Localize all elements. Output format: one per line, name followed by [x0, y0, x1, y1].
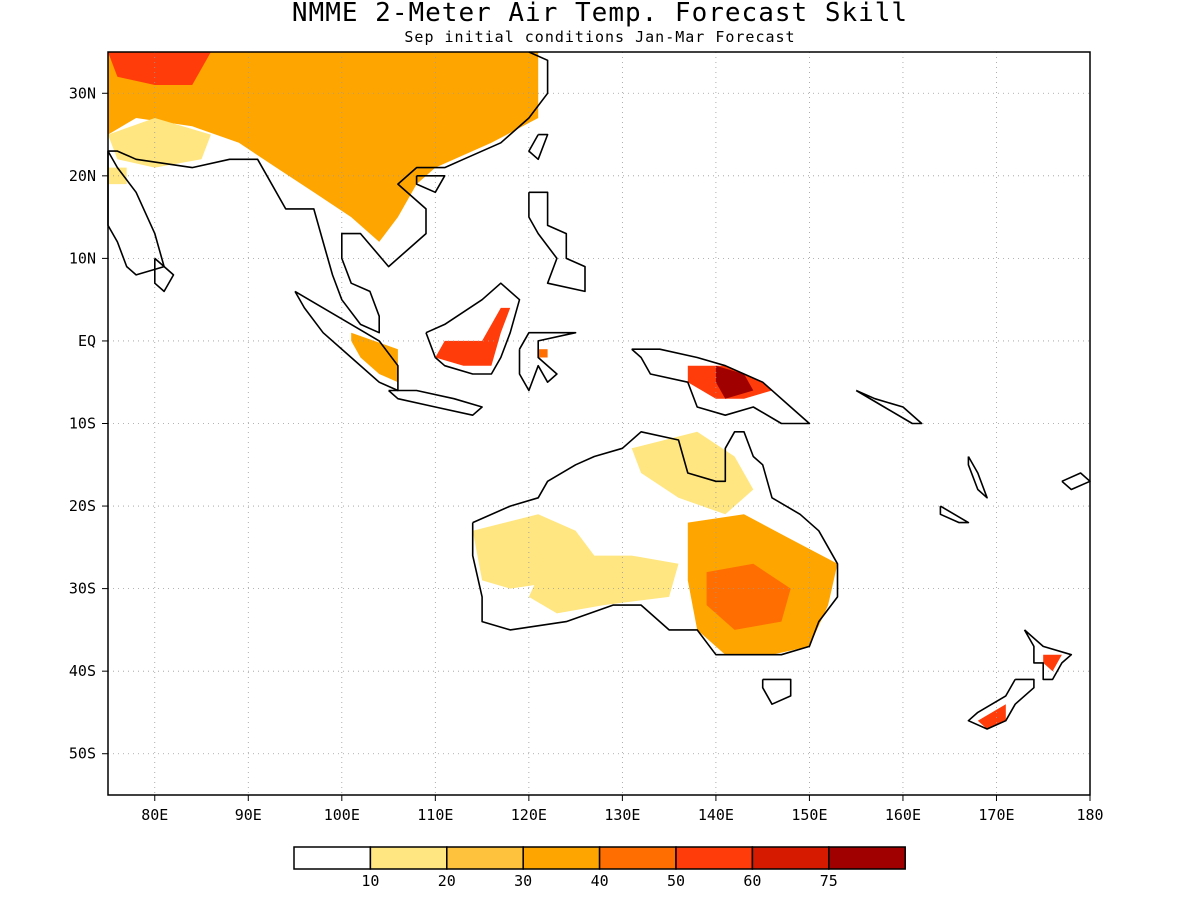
coastline-vanuatu: [967, 456, 988, 499]
lon-label: 120E: [511, 806, 547, 824]
lat-label: 40S: [69, 662, 96, 680]
legend-swatch: [675, 846, 754, 870]
skill-region-nz-south: [977, 704, 1006, 729]
lat-label: 50S: [69, 745, 96, 763]
legend-label: 20: [438, 872, 456, 890]
legend-swatch: [598, 846, 677, 870]
coastline-tasmania: [761, 678, 792, 706]
coastline-asia-south-coast: [107, 51, 549, 334]
map-title: NMME 2-Meter Air Temp. Forecast Skill: [291, 0, 909, 28]
color-legend: 10 20 30 40 50 60 75: [293, 846, 906, 890]
coastline-taiwan: [528, 133, 549, 161]
skill-region-new-guinea-core: [715, 365, 754, 399]
legend-swatch: [369, 846, 448, 870]
lon-label: 110E: [417, 806, 453, 824]
legend-label: 30: [514, 872, 532, 890]
lon-label: 180: [1076, 806, 1103, 824]
legend-swatch: [293, 846, 372, 870]
lon-label: 130E: [604, 806, 640, 824]
lon-label: 150E: [791, 806, 827, 824]
legend-label: 40: [591, 872, 609, 890]
coastline-borneo: [425, 282, 521, 375]
lat-label: 30S: [69, 580, 96, 598]
legend-swatch: [828, 846, 906, 870]
coastline-nz-south-island: [967, 678, 1035, 730]
coastline-hainan: [415, 175, 446, 194]
lat-label: 30N: [69, 84, 96, 102]
lon-label: 170E: [978, 806, 1014, 824]
coastline-nz-north-island: [1023, 629, 1073, 681]
legend-swatch: [522, 846, 601, 870]
coastline-sulawesi: [518, 331, 577, 392]
lat-label: 10N: [69, 249, 96, 267]
skill-region-india-west: [108, 167, 127, 185]
skill-region-tibet-core: [108, 52, 211, 85]
skill-region-nz-north: [1043, 654, 1062, 672]
skill-region-sulawesi: [538, 349, 548, 358]
longitude-labels: 80E 90E 100E 110E 120E 130E 140E 150E 160E 170E 18…: [141, 795, 1104, 824]
legend-label: 75: [820, 872, 838, 890]
lon-label: 160E: [885, 806, 921, 824]
skill-region-aus-north: [631, 431, 754, 515]
coastline-australia: [471, 430, 839, 656]
legend-label: 60: [743, 872, 761, 890]
lat-label: 20N: [69, 167, 96, 185]
lat-label: EQ: [78, 332, 96, 350]
legend-label: 50: [667, 872, 685, 890]
lon-label: 140E: [698, 806, 734, 824]
coastline-new-guinea: [631, 348, 811, 425]
latitude-labels: 30N 20N 10N EQ 10S 20S 30S 40S 50S: [69, 84, 108, 763]
map-subtitle: Sep initial conditions Jan-Mar Forecast: [404, 28, 796, 46]
coastline-sri-lanka: [154, 257, 175, 293]
skill-region-asia-north: [108, 52, 539, 242]
legend-swatch: [751, 846, 830, 870]
skill-regions: [108, 52, 1062, 729]
skill-region-borneo: [435, 307, 511, 366]
grid-lines: [108, 52, 1090, 795]
lon-label: 100E: [324, 806, 360, 824]
skill-region-aus-east-core: [706, 563, 791, 630]
skill-region-aus-central: [528, 555, 679, 614]
lon-label: 80E: [141, 806, 168, 824]
coastline-java: [388, 389, 483, 417]
legend-swatch: [446, 846, 524, 870]
skill-region-india-north: [108, 118, 211, 168]
legend-label: 10: [361, 872, 379, 890]
coastline-philippines: [528, 191, 586, 293]
lat-label: 10S: [69, 415, 96, 433]
coastline-new-caledonia: [939, 505, 970, 524]
lat-label: 20S: [69, 497, 96, 515]
coastline-solomons: [855, 389, 923, 425]
skill-region-sumatra: [351, 332, 398, 383]
lon-label: 90E: [235, 806, 262, 824]
